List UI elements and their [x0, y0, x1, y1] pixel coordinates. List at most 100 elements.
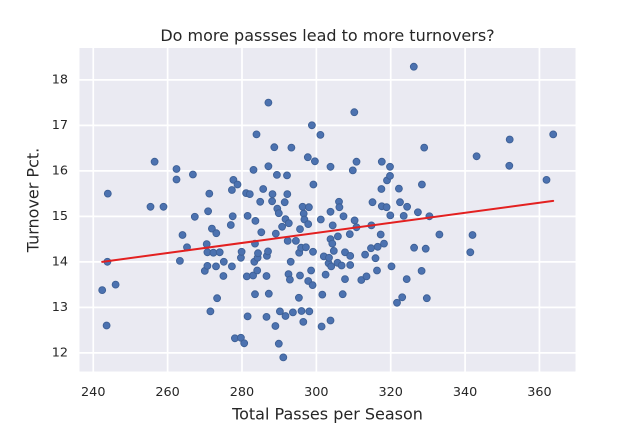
y-tick-label: 12	[52, 345, 68, 360]
data-point	[367, 244, 375, 253]
data-point	[251, 216, 260, 225]
data-point	[288, 308, 297, 317]
data-point	[257, 228, 266, 237]
data-point	[329, 246, 338, 255]
y-tick-label: 14	[52, 254, 68, 269]
data-point	[377, 157, 386, 166]
data-point	[549, 130, 558, 139]
data-point	[287, 143, 296, 152]
x-tick-label: 280	[230, 385, 254, 400]
x-axis-label: Total Passes per Season	[231, 404, 423, 423]
data-point	[280, 198, 289, 207]
fit-line	[101, 199, 555, 263]
data-point	[339, 212, 348, 221]
y-axis-label: Turnover Pct.	[23, 148, 42, 254]
chart-title: Do more passses lead to more turnovers?	[160, 26, 494, 45]
data-point	[259, 185, 268, 193]
data-point	[233, 180, 242, 189]
data-point	[368, 198, 377, 207]
data-point	[264, 289, 273, 298]
data-point	[291, 236, 300, 245]
data-point	[318, 290, 327, 299]
data-point	[328, 221, 337, 230]
data-point	[243, 312, 252, 321]
data-point	[188, 170, 197, 179]
data-point	[325, 253, 333, 262]
data-point	[146, 202, 155, 211]
data-point	[219, 257, 228, 266]
scatter-points	[98, 62, 558, 362]
x-tick-label: 340	[453, 385, 477, 400]
data-point	[294, 293, 303, 302]
data-point	[376, 230, 385, 239]
data-point	[304, 220, 313, 229]
data-point	[286, 257, 295, 266]
data-point	[346, 251, 355, 260]
data-point	[466, 248, 475, 257]
data-point	[382, 203, 391, 212]
data-point	[242, 272, 251, 281]
data-point	[264, 162, 273, 171]
data-point	[417, 180, 426, 189]
data-point	[326, 162, 335, 171]
data-point	[309, 180, 318, 189]
data-point	[371, 254, 380, 263]
data-point	[283, 190, 292, 199]
data-point	[396, 198, 404, 207]
data-point	[387, 262, 396, 271]
data-point	[304, 203, 313, 212]
data-point	[284, 219, 293, 228]
data-point	[386, 162, 394, 171]
data-point	[393, 298, 401, 307]
data-point	[237, 247, 246, 256]
data-point	[245, 190, 254, 199]
data-point	[542, 175, 551, 184]
data-point	[309, 247, 317, 256]
data-point	[111, 280, 120, 289]
data-point	[386, 171, 394, 180]
data-point	[417, 266, 426, 275]
data-point	[228, 212, 237, 221]
data-point	[348, 166, 357, 175]
data-point	[172, 175, 181, 184]
data-point	[256, 197, 265, 206]
data-point	[301, 243, 310, 252]
data-point	[150, 157, 159, 166]
data-point	[249, 165, 258, 174]
data-point	[296, 225, 304, 234]
data-point	[333, 232, 342, 241]
data-point	[283, 236, 292, 245]
data-point	[219, 272, 228, 280]
data-point	[505, 135, 514, 144]
data-point	[328, 239, 337, 248]
data-point	[264, 247, 272, 256]
data-point	[362, 272, 371, 281]
data-point	[285, 275, 294, 284]
x-tick-label: 240	[81, 385, 105, 400]
data-point	[505, 161, 514, 170]
data-point	[240, 339, 249, 348]
data-point	[338, 290, 347, 299]
data-point	[310, 157, 319, 166]
data-point	[422, 294, 431, 303]
data-point	[243, 211, 252, 220]
x-tick-label: 260	[155, 385, 179, 400]
data-point	[350, 216, 359, 225]
data-point	[403, 202, 411, 211]
data-point	[321, 270, 330, 279]
data-point	[345, 230, 354, 239]
data-point	[271, 229, 280, 238]
y-tick-label: 17	[52, 118, 68, 133]
data-point	[172, 165, 181, 173]
x-tick-label: 360	[527, 385, 551, 400]
data-point	[386, 211, 395, 220]
data-point	[103, 189, 112, 198]
data-point	[283, 171, 291, 180]
data-point	[341, 275, 349, 283]
y-tick-label: 13	[52, 300, 68, 315]
data-point	[274, 339, 283, 348]
data-point	[317, 322, 326, 331]
data-point	[262, 272, 271, 280]
y-tick-label: 18	[52, 72, 68, 87]
